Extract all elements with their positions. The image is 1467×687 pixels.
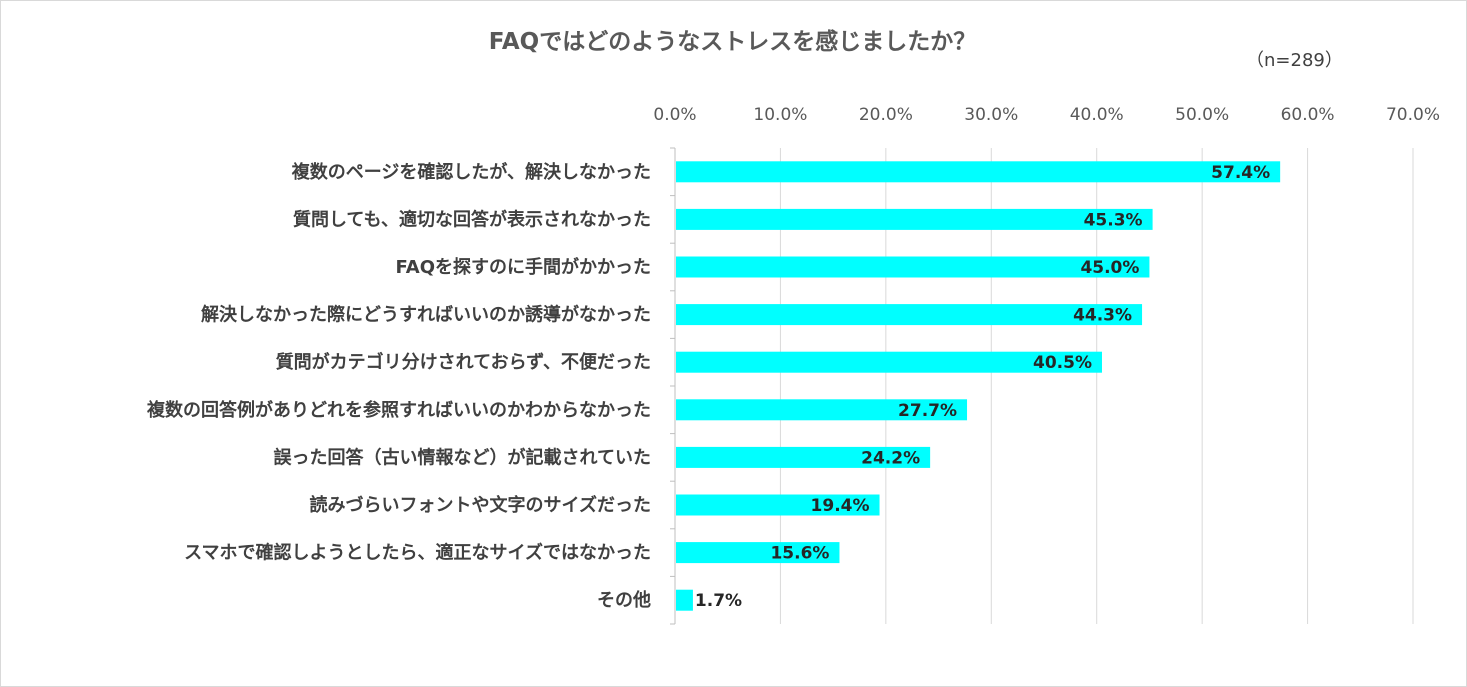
bar [676,542,840,564]
category-label: その他 [597,589,651,611]
data-label: 19.4% [811,496,870,516]
category-label: スマホで確認しようとしたら、適正なサイズではなかった [184,542,651,564]
bar [676,304,1143,326]
category-label: 解決しなかった際にどうすればいいのか誘導がなかった [201,304,651,326]
bar [676,399,968,421]
bar [676,446,931,468]
data-label: 57.4% [1211,163,1270,183]
x-tick-label: 70.0% [1386,105,1440,125]
data-label: 45.3% [1084,210,1143,230]
x-tick-label: 0.0% [653,105,696,125]
data-label: 44.3% [1073,306,1132,326]
x-tick-label: 20.0% [859,105,913,125]
data-label: 45.0% [1080,258,1139,278]
category-label: 複数のページを確認したが、解決しなかった [291,161,651,183]
bar [676,589,693,611]
data-label: 1.7% [695,591,742,611]
data-label: 40.5% [1033,353,1092,373]
bar [676,256,1150,278]
x-tick-label: 50.0% [1175,105,1229,125]
bar [676,494,880,516]
category-label: 誤った回答（古い情報など）が記載されていた [274,446,651,468]
category-label: 複数の回答例がありどれを参照すればいいのかわからなかった [146,399,651,421]
x-tick-label: 10.0% [753,105,807,125]
x-tick-label: 60.0% [1281,105,1335,125]
bar [676,161,1281,183]
category-label: 読みづらいフォントや文字のサイズだった [310,494,651,516]
category-label: 質問しても、適切な回答が表示されなかった [293,208,651,230]
sample-size-note: （n=289） [1246,50,1343,71]
bar [676,208,1153,230]
chart-title: FAQではどのようなストレスを感じましたか？ [488,29,977,55]
category-label: 質問がカテゴリ分けされておらず、不便だった [276,351,651,373]
data-label: 15.6% [770,544,829,564]
category-label: FAQを探すのに手間がかかった [396,256,651,278]
data-label: 24.2% [861,448,920,468]
data-label: 27.7% [898,401,957,421]
x-tick-label: 40.0% [1070,105,1124,125]
bar [676,351,1102,373]
x-tick-label: 30.0% [964,105,1018,125]
